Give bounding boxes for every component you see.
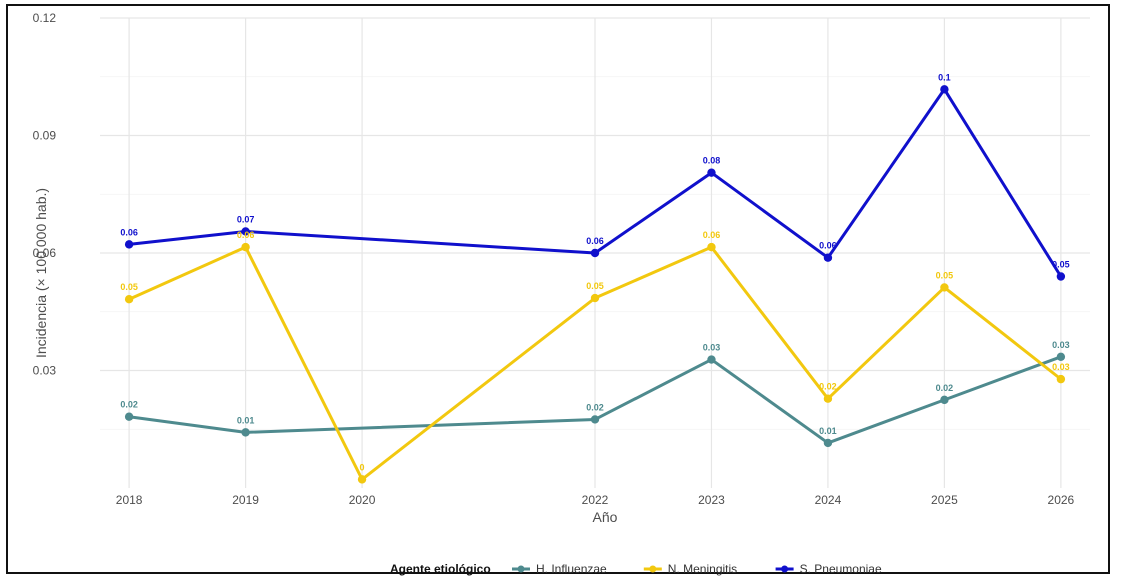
x-tick-label: 2025	[931, 493, 958, 507]
data-label-n-meningitis: 0.03	[1052, 362, 1070, 372]
grid-lines	[100, 17, 1090, 488]
data-point-s-pneumoniae	[1056, 272, 1066, 281]
data-point-n-meningitis	[940, 283, 949, 292]
x-tick-label: 2026	[1048, 493, 1075, 507]
x-tick-label: 2020	[349, 493, 376, 507]
data-label-s-pneumoniae: 0.06	[586, 236, 604, 246]
legend-label-h-influenzae: H. Influenzae	[536, 562, 607, 576]
data-point-h-influenzae	[1056, 352, 1066, 361]
data-point-s-pneumoniae	[124, 240, 134, 249]
data-point-h-influenzae	[707, 355, 716, 364]
data-label-h-influenzae: 0.03	[703, 343, 721, 353]
data-point-s-pneumoniae	[241, 227, 250, 236]
data-label-s-pneumoniae: 0.06	[120, 227, 138, 237]
data-point-s-pneumoniae	[940, 85, 949, 94]
data-point-n-meningitis	[357, 475, 367, 484]
data-point-n-meningitis	[124, 295, 134, 304]
x-tick-label: 2019	[232, 493, 259, 507]
data-label-h-influenzae: 0.03	[1052, 340, 1070, 350]
x-tick-label: 2018	[116, 493, 143, 507]
data-labels: 0.02 0.01 0.02 0.03 0.01 0.02 0.03 0.05 0.06 0 0.0…	[120, 72, 1069, 472]
data-label-s-pneumoniae: 0.08	[703, 156, 721, 166]
data-point-h-influenzae	[124, 412, 134, 421]
data-point-h-influenzae	[590, 415, 600, 424]
legend-label-n-meningitis: N. Meningitis	[668, 562, 737, 576]
legend-key-point-h-influenzae	[517, 565, 525, 573]
legend: Agente etiológico H. Influenzae N. Meningi…	[390, 562, 882, 576]
legend-key-point-n-meningitis	[649, 565, 657, 573]
data-point-s-pneumoniae	[590, 248, 600, 258]
data-point-h-influenzae	[241, 428, 250, 437]
series-line-n-meningitis	[128, 245, 1062, 481]
x-axis-title: Año	[593, 509, 618, 525]
data-point-n-meningitis	[241, 242, 250, 252]
data-label-s-pneumoniae: 0.07	[237, 214, 255, 224]
data-label-n-meningitis: 0.05	[120, 282, 138, 292]
legend-key-point-s-pneumoniae	[781, 565, 789, 573]
data-point-n-meningitis	[823, 394, 833, 403]
x-axis-ticks: 2018 2019 2020 2022 2023 2024 2025 2026	[116, 493, 1075, 507]
y-tick-label: 0.03	[33, 364, 57, 378]
data-point-h-influenzae	[823, 438, 833, 448]
data-label-h-influenzae: 0.01	[237, 415, 255, 425]
y-axis-ticks: 0.03 0.06 0.09 0.12	[33, 11, 57, 378]
data-label-s-pneumoniae: 0.06	[819, 241, 837, 251]
data-label-n-meningitis: 0.05	[586, 281, 604, 291]
data-label-h-influenzae: 0.01	[819, 426, 837, 436]
data-label-h-influenzae: 0.02	[936, 383, 954, 393]
data-label-h-influenzae: 0.02	[120, 400, 138, 410]
data-label-s-pneumoniae: 0.05	[1052, 260, 1070, 270]
data-point-n-meningitis	[707, 242, 716, 252]
x-tick-label: 2023	[698, 493, 725, 507]
data-point-n-meningitis	[1056, 374, 1066, 384]
data-point-n-meningitis	[590, 293, 600, 303]
data-label-h-influenzae: 0.02	[586, 402, 604, 412]
chart-frame	[6, 4, 1110, 574]
x-tick-label: 2024	[815, 493, 842, 507]
data-label-s-pneumoniae: 0.1	[938, 72, 951, 82]
y-tick-label: 0.09	[33, 129, 57, 143]
x-tick-label: 2022	[582, 493, 609, 507]
legend-title: Agente etiológico	[390, 562, 491, 576]
data-label-n-meningitis: 0.05	[936, 270, 954, 280]
data-point-h-influenzae	[940, 395, 949, 405]
data-label-n-meningitis: 0.02	[819, 382, 837, 392]
data-point-s-pneumoniae	[707, 168, 716, 177]
y-tick-label: 0.12	[33, 11, 57, 25]
legend-label-s-pneumoniae: S. Pneumoniae	[800, 562, 882, 576]
data-label-n-meningitis: 0	[360, 462, 365, 472]
data-label-n-meningitis: 0.06	[703, 230, 721, 240]
series-points	[124, 85, 1066, 484]
data-point-s-pneumoniae	[823, 253, 833, 262]
y-axis-title: Incidencia (× 100.000 hab.)	[33, 188, 49, 358]
y-tick-label: 0.06	[33, 246, 57, 260]
data-label-n-meningitis: 0.06	[237, 230, 255, 240]
